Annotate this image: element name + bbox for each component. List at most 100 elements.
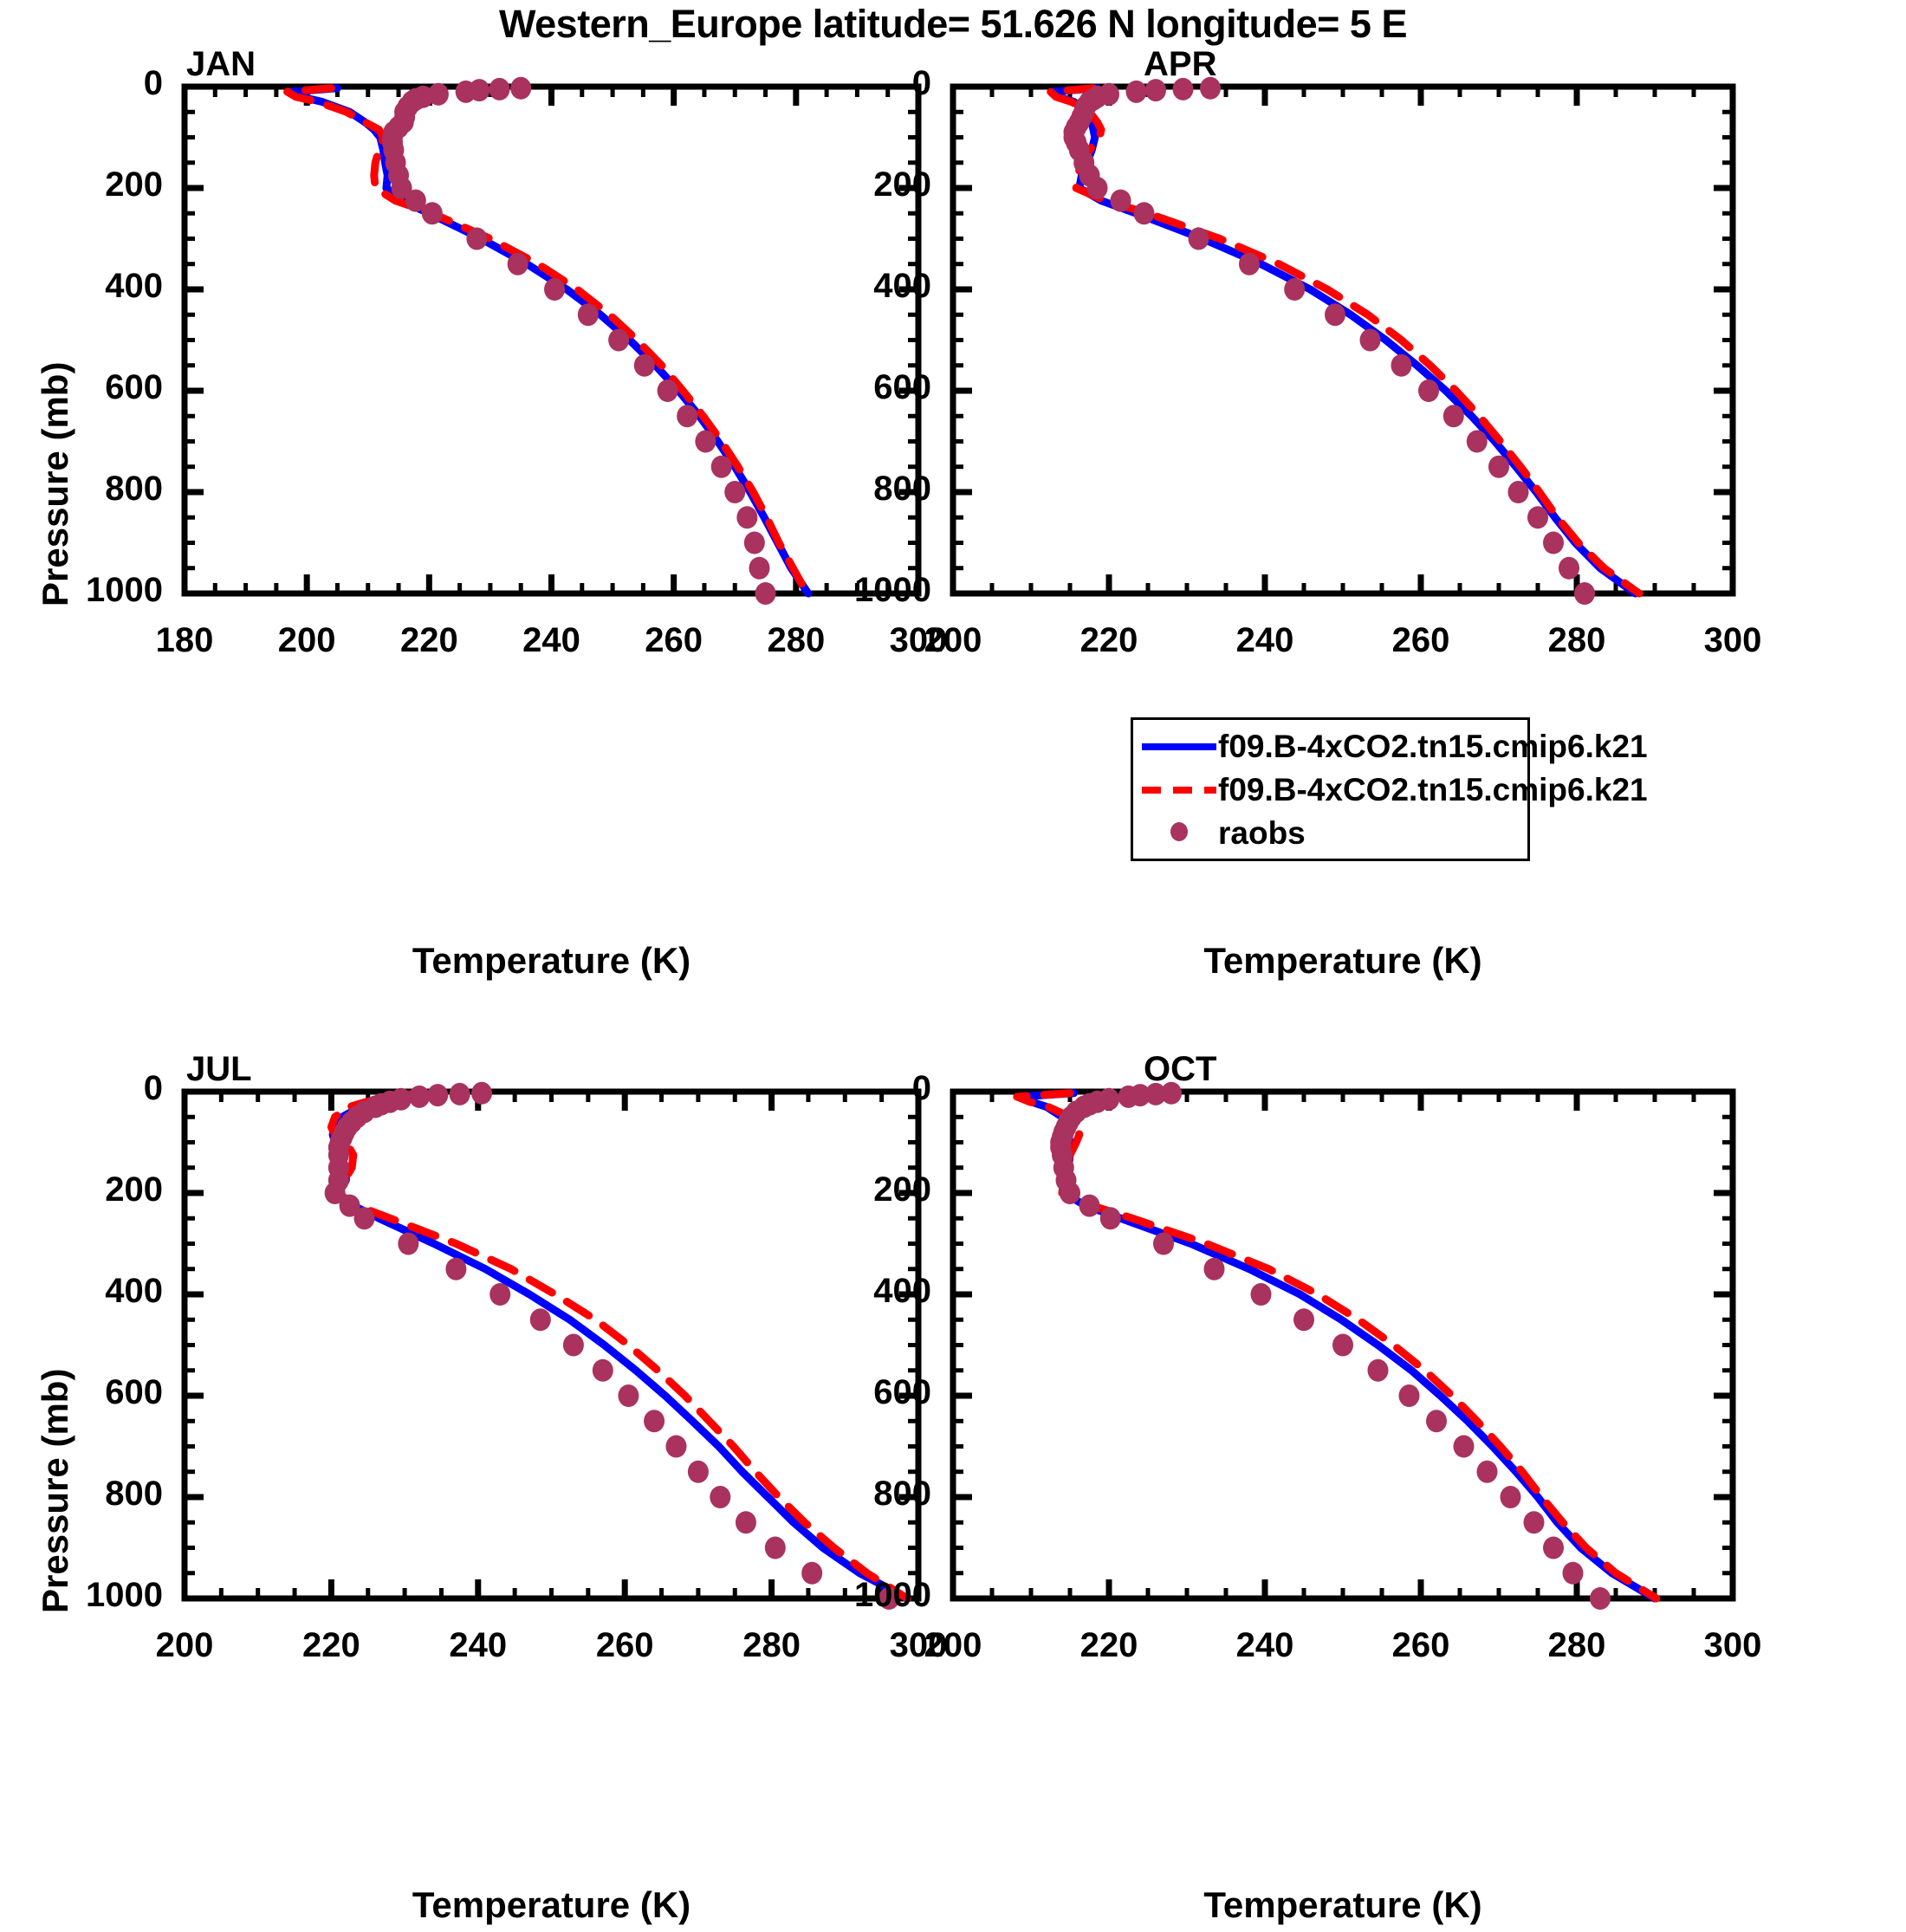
legend-item-0[interactable]: f09.B-4xCO2.tn15.cmip6.k21 [1140, 729, 1648, 765]
data-marker [1543, 1536, 1564, 1559]
data-marker [592, 1358, 613, 1382]
x-tick-label: 300 [889, 1626, 948, 1664]
x-tick-label: 240 [1235, 621, 1294, 659]
data-marker [1086, 177, 1108, 199]
x-axis-title: Temperature (K) [412, 1884, 691, 1925]
y-tick-label: 800 [873, 470, 931, 508]
data-marker [1188, 227, 1209, 250]
series-line-2 [283, 84, 812, 598]
y-tick-label: 200 [873, 1170, 931, 1209]
data-marker [735, 1511, 756, 1534]
legend-label: f09.B-4xCO2.tn15.cmip6.k21 [1218, 772, 1648, 807]
y-tick-label: 600 [873, 368, 931, 406]
y-tick-label: 0 [911, 64, 931, 102]
y-tick-label: 400 [105, 1272, 163, 1310]
data-marker [1523, 1511, 1545, 1534]
legend-item-2[interactable]: raobs [1140, 815, 1306, 852]
x-tick-label: 200 [924, 1626, 982, 1664]
data-marker [455, 80, 476, 103]
data-marker [1125, 80, 1147, 103]
data-marker [1543, 531, 1564, 554]
legend-label: f09.B-4xCO2.tn15.cmip6.k21 [1218, 729, 1648, 764]
legend: f09.B-4xCO2.tn15.cmip6.k21 f09.B-4xCO2.tn… [1131, 717, 1648, 861]
data-marker [529, 1308, 551, 1332]
x-tick-label: 260 [645, 621, 703, 659]
data-marker [724, 481, 746, 503]
legend-label: raobs [1218, 815, 1306, 851]
data-marker [608, 328, 630, 352]
data-marker [427, 82, 449, 106]
y-tick-label: 200 [105, 165, 163, 204]
panel-label-oct: OCT [1144, 1050, 1217, 1088]
y-tick-label: 600 [105, 1373, 163, 1411]
data-marker [1284, 278, 1306, 301]
y-tick-label: 0 [911, 1069, 931, 1107]
y-tick-label: 1000 [86, 571, 163, 609]
data-marker [1153, 1232, 1174, 1255]
series-line-2 [1047, 84, 1643, 598]
y-tick-label: 0 [143, 64, 163, 102]
x-axis-title: Temperature (K) [412, 940, 691, 981]
data-marker [633, 353, 655, 377]
x-axis-title: Temperature (K) [1203, 1884, 1482, 1925]
figure-title: Western_Europe latitude= 51.626 N longit… [499, 2, 1407, 46]
data-marker [695, 430, 716, 453]
data-marker [1293, 1308, 1314, 1332]
series-line-1 [328, 1089, 911, 1603]
y-tick-label: 400 [873, 1272, 931, 1310]
data-marker [1060, 1182, 1080, 1204]
legend-solid-line-icon [1140, 741, 1218, 753]
legend-item-1[interactable]: f09.B-4xCO2.tn15.cmip6.k21 [1140, 772, 1648, 808]
data-marker [409, 1085, 431, 1108]
x-tick-label: 300 [1703, 1626, 1762, 1664]
x-tick-label: 220 [1079, 1626, 1138, 1664]
x-axis-title: Temperature (K) [1203, 940, 1482, 981]
x-tick-label: 200 [924, 621, 982, 659]
data-marker [1559, 556, 1579, 580]
data-marker [1367, 1358, 1389, 1382]
y-tick-label: 200 [105, 1170, 163, 1209]
data-marker [466, 227, 488, 250]
data-marker [449, 1082, 470, 1105]
x-tick-label: 260 [1391, 621, 1450, 659]
x-tick-label: 220 [1079, 621, 1138, 659]
x-tick-label: 220 [302, 1626, 360, 1664]
x-tick-label: 200 [155, 1626, 214, 1664]
data-marker [1332, 1333, 1353, 1357]
data-marker [1476, 1460, 1498, 1483]
x-tick-label: 300 [889, 621, 948, 659]
data-marker [421, 202, 443, 225]
y-tick-label: 800 [105, 470, 163, 508]
data-marker [710, 1486, 731, 1508]
data-marker [1133, 202, 1155, 225]
data-marker [489, 77, 510, 100]
data-marker [665, 1435, 687, 1458]
panel-label-apr: APR [1144, 45, 1217, 83]
data-marker [471, 1081, 493, 1105]
data-marker [743, 531, 765, 554]
data-marker [353, 1207, 375, 1230]
y-tick-label: 1000 [86, 1576, 163, 1614]
x-tick-label: 260 [1391, 1626, 1450, 1664]
data-marker [687, 1460, 709, 1483]
data-marker [1453, 1435, 1475, 1458]
data-marker [1359, 328, 1381, 352]
data-marker [339, 1194, 360, 1217]
x-tick-label: 220 [399, 621, 458, 659]
data-marker [398, 1232, 419, 1255]
data-marker [710, 455, 732, 478]
data-marker [1507, 481, 1529, 503]
data-marker [562, 1333, 584, 1357]
x-tick-label: 280 [1547, 1626, 1606, 1664]
data-marker [445, 1257, 467, 1280]
data-marker [1574, 582, 1595, 605]
data-marker [1118, 1085, 1139, 1108]
x-tick-label: 280 [742, 1626, 801, 1664]
